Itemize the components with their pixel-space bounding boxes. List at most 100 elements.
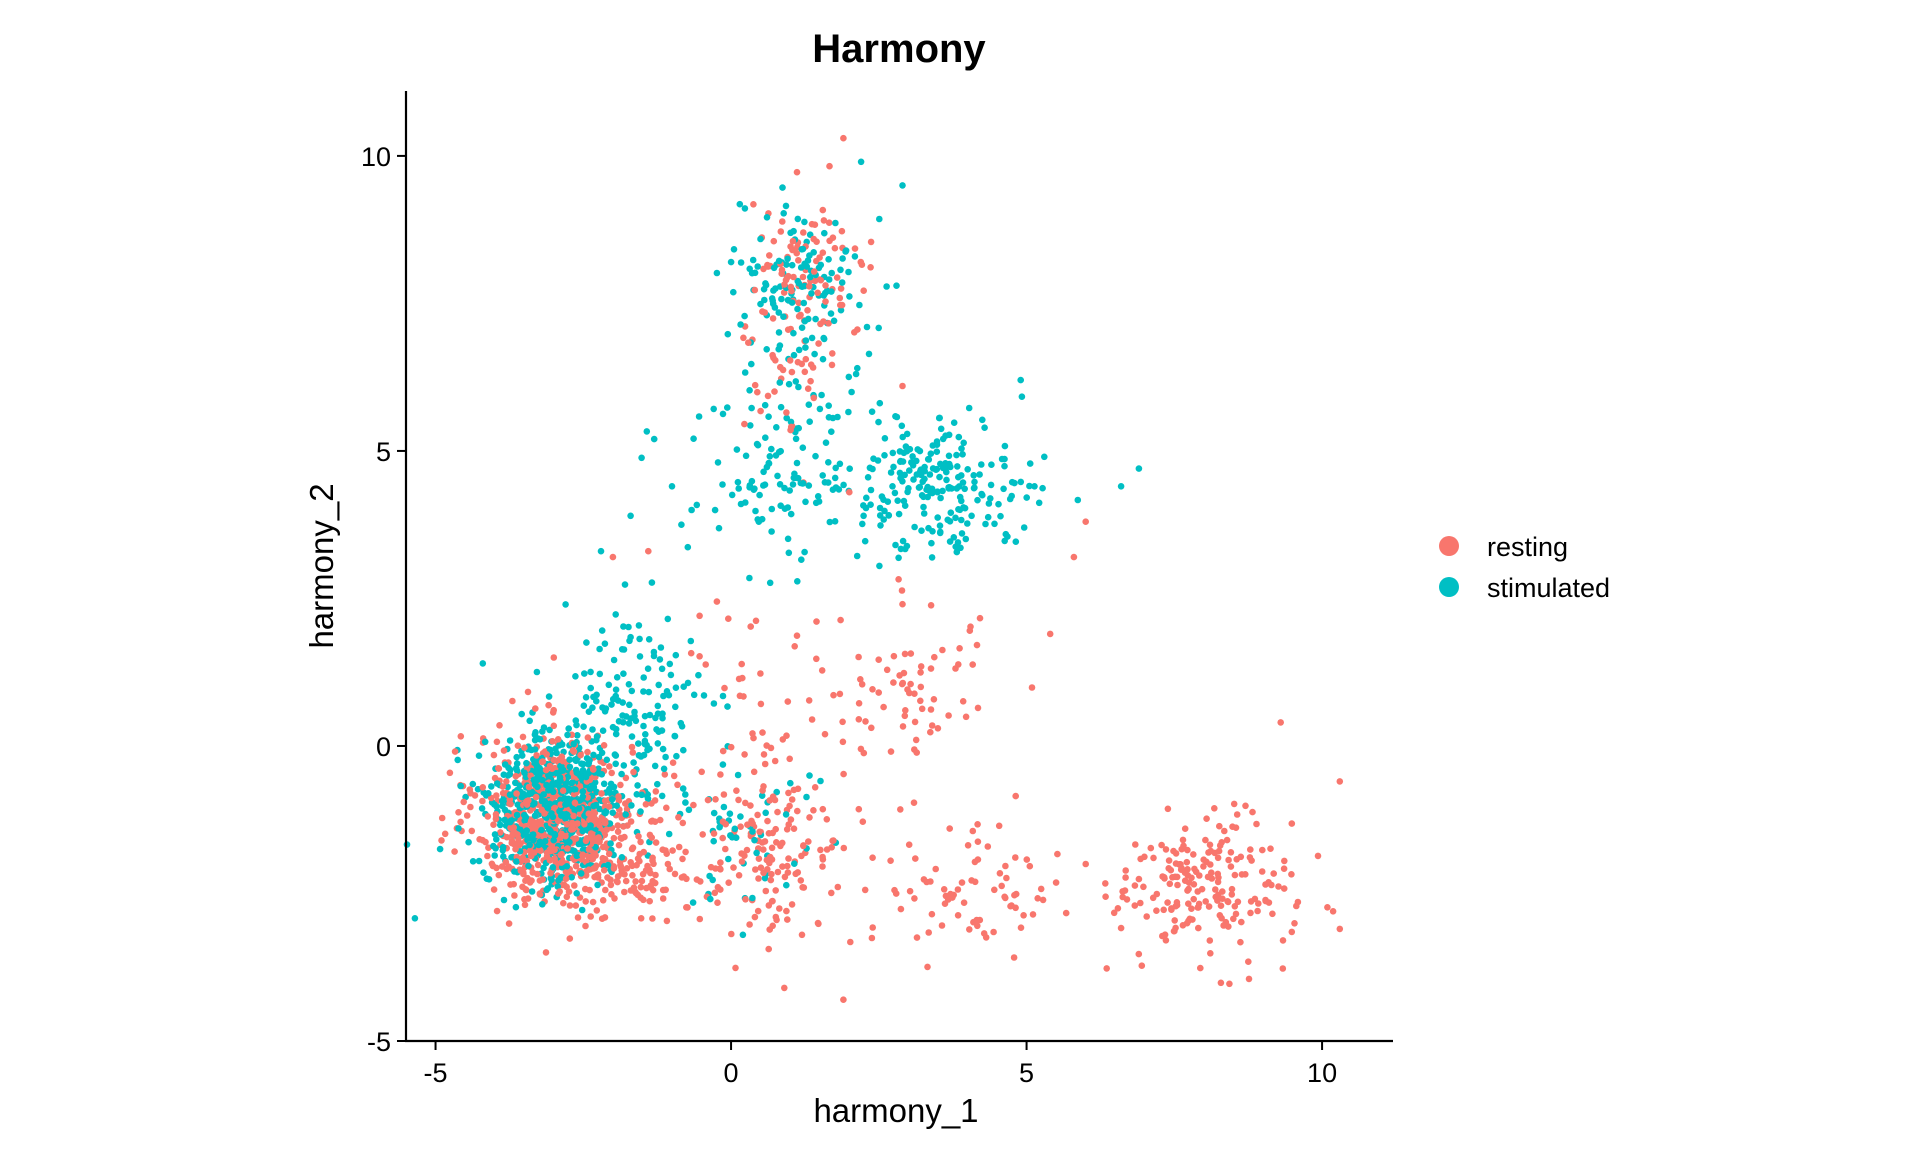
point-stimulated xyxy=(518,752,526,759)
point-resting xyxy=(733,787,740,794)
point-resting xyxy=(800,229,807,236)
point-resting xyxy=(1226,980,1233,988)
point-resting xyxy=(614,828,622,835)
point-resting xyxy=(772,825,779,833)
point-stimulated xyxy=(933,465,941,473)
point-resting xyxy=(799,273,807,281)
point-stimulated xyxy=(741,312,748,320)
point-resting xyxy=(1070,553,1078,561)
point-stimulated xyxy=(635,622,643,629)
point-resting xyxy=(683,875,690,883)
point-stimulated xyxy=(825,414,833,421)
point-resting xyxy=(730,864,737,871)
point-stimulated xyxy=(501,816,509,824)
point-resting xyxy=(1082,860,1089,868)
point-resting xyxy=(601,797,609,805)
point-stimulated xyxy=(612,760,619,768)
point-stimulated xyxy=(511,868,518,875)
point-resting xyxy=(740,693,747,700)
point-resting xyxy=(819,206,827,214)
point-resting xyxy=(740,334,747,342)
point-stimulated xyxy=(582,694,590,701)
point-resting xyxy=(958,879,966,886)
point-stimulated xyxy=(757,235,764,243)
point-resting xyxy=(572,862,580,870)
point-stimulated xyxy=(713,269,721,277)
point-resting xyxy=(547,869,554,877)
point-resting xyxy=(1195,924,1202,932)
point-resting xyxy=(837,285,845,292)
point-resting xyxy=(904,686,911,693)
point-resting xyxy=(735,872,743,879)
point-resting xyxy=(1288,820,1296,827)
point-resting xyxy=(1251,895,1259,903)
point-resting xyxy=(862,718,869,725)
point-stimulated xyxy=(411,915,419,922)
point-stimulated xyxy=(710,809,718,817)
point-resting xyxy=(587,830,595,837)
point-stimulated xyxy=(598,749,606,757)
point-stimulated xyxy=(825,276,833,283)
point-resting xyxy=(760,846,767,853)
point-resting xyxy=(509,697,516,705)
y-tick-label: -5 xyxy=(367,1027,391,1057)
point-resting xyxy=(898,587,906,594)
point-resting xyxy=(800,842,807,850)
point-stimulated xyxy=(808,290,815,297)
point-resting xyxy=(719,747,727,755)
point-stimulated xyxy=(644,795,652,802)
point-resting xyxy=(813,655,820,663)
point-resting xyxy=(1336,778,1344,785)
point-stimulated xyxy=(795,424,802,432)
point-resting xyxy=(746,921,753,928)
point-stimulated xyxy=(587,822,594,829)
point-resting xyxy=(1255,900,1262,907)
point-resting xyxy=(913,749,920,756)
point-stimulated xyxy=(788,299,796,306)
point-resting xyxy=(629,872,636,879)
point-stimulated xyxy=(640,722,647,730)
point-resting xyxy=(840,996,847,1003)
point-stimulated xyxy=(960,504,967,511)
point-resting xyxy=(925,929,932,936)
point-stimulated xyxy=(787,510,795,518)
legend-label-stimulated: stimulated xyxy=(1487,573,1610,603)
point-resting xyxy=(614,878,621,886)
point-resting xyxy=(1291,920,1298,927)
point-resting xyxy=(788,368,796,376)
point-stimulated xyxy=(599,727,607,734)
point-resting xyxy=(806,283,813,290)
point-resting xyxy=(521,901,529,909)
point-stimulated xyxy=(612,611,619,618)
point-resting xyxy=(652,839,660,846)
point-resting xyxy=(970,918,977,926)
point-stimulated xyxy=(802,344,809,351)
point-resting xyxy=(682,848,689,856)
point-resting xyxy=(679,855,686,863)
point-resting xyxy=(1173,873,1181,881)
point-resting xyxy=(833,274,841,281)
point-resting xyxy=(794,358,802,366)
point-resting xyxy=(1247,846,1254,853)
point-resting xyxy=(441,830,449,838)
point-resting xyxy=(554,736,562,743)
point-stimulated xyxy=(903,542,911,550)
point-resting xyxy=(1221,827,1228,835)
point-resting xyxy=(528,877,535,884)
point-resting xyxy=(1062,909,1070,917)
point-stimulated xyxy=(802,498,809,506)
point-stimulated xyxy=(780,313,787,321)
point-stimulated xyxy=(748,404,755,412)
point-stimulated xyxy=(876,504,884,512)
point-resting xyxy=(496,722,503,729)
point-stimulated xyxy=(911,523,918,531)
point-resting xyxy=(457,818,464,826)
legend-label-resting: resting xyxy=(1487,532,1568,562)
point-resting xyxy=(906,887,914,895)
point-resting xyxy=(1012,904,1019,912)
point-resting xyxy=(1190,851,1197,858)
point-resting xyxy=(969,827,977,835)
point-resting xyxy=(826,162,833,170)
point-stimulated xyxy=(1023,494,1030,501)
point-resting xyxy=(600,855,608,863)
